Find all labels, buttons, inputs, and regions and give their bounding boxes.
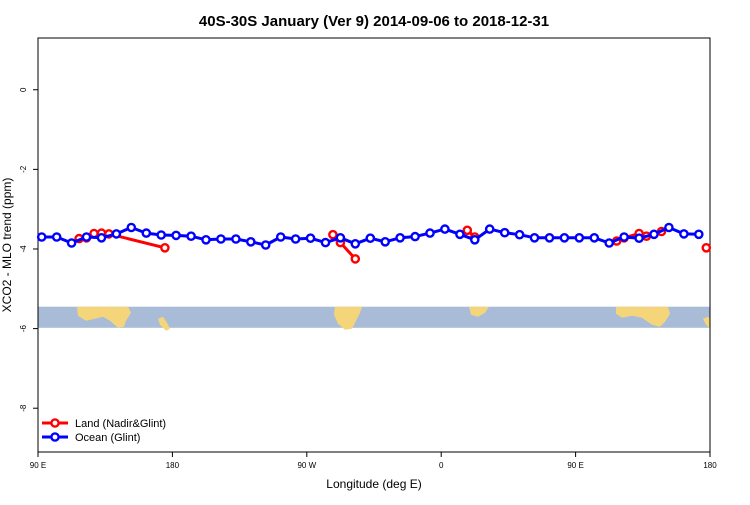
ocean-series-point: [634, 233, 644, 243]
ocean-series-point: [51, 232, 62, 242]
ocean-series-point: [395, 232, 405, 243]
y-axis-label: XCO2 - MLO trend (ppm): [0, 178, 14, 313]
ocean-series-point: [604, 238, 615, 248]
ocean-series-point: [619, 232, 629, 242]
y-tick-label: -8: [19, 404, 28, 412]
ocean-series-point: [186, 231, 196, 241]
x-tick-label: 180: [703, 461, 717, 470]
x-tick-label: 90 W: [297, 461, 316, 470]
ocean-series-point: [245, 236, 256, 247]
ocean-series-point: [96, 232, 107, 243]
ocean-series-point: [574, 232, 585, 243]
ocean-series-point: [126, 222, 137, 233]
ocean-series-point: [305, 233, 316, 243]
x-tick-label: 0: [439, 461, 444, 470]
ocean-series-point: [649, 229, 659, 240]
ocean-series-point: [66, 238, 77, 248]
ocean-series-point: [290, 234, 301, 244]
ocean-series-point: [484, 224, 495, 234]
map-band: [38, 306, 710, 331]
ocean-series-point: [694, 229, 704, 240]
land-shape: [703, 316, 710, 329]
legend-item-ocean-label: Ocean (Glint): [75, 432, 140, 444]
ocean-series-point: [231, 234, 241, 244]
y-tick-label: -2: [19, 165, 28, 173]
legend: Land (Nadir&Glint) Ocean (Glint): [42, 418, 166, 444]
axes: 90 E 180 90 W 0 90 E 180 0 -2 -4 -6 -8: [19, 37, 717, 470]
chart-title: 40S-30S January (Ver 9) 2014-09-06 to 20…: [199, 13, 549, 30]
ocean-series-point: [275, 232, 286, 242]
ocean-series-point: [350, 238, 361, 249]
ocean-series-point: [320, 237, 331, 248]
ocean-series-point: [455, 229, 465, 240]
y-tick-label: -4: [19, 245, 28, 253]
legend-item-land-marker: [50, 418, 60, 428]
ocean-band: [38, 306, 710, 328]
ocean-series-point: [529, 232, 540, 243]
x-axis-label: Longitude (deg E): [326, 477, 421, 491]
ocean-series-point: [410, 231, 420, 242]
ocean-series-point: [335, 232, 346, 243]
ocean-series-point: [679, 229, 689, 239]
ocean-series-point: [425, 228, 435, 238]
land-series-point: [350, 254, 361, 264]
ocean-series-point: [201, 234, 211, 245]
ocean-series-point: [499, 227, 510, 238]
legend-item-ocean-marker: [50, 432, 60, 442]
ocean-series-point: [171, 230, 181, 241]
ocean-series-point: [365, 233, 376, 243]
ocean-series-point: [111, 229, 122, 239]
ocean-series-point: [36, 232, 47, 242]
land-shape: [616, 306, 670, 327]
land-shape: [158, 316, 170, 331]
x-tick-label: 90 E: [30, 461, 46, 470]
land-series-point: [160, 242, 170, 253]
ocean-series-point: [156, 230, 166, 240]
x-tick-label: 90 E: [567, 461, 583, 470]
x-tick-label: 180: [166, 461, 180, 470]
land-series-point: [328, 229, 338, 240]
land-series-point: [701, 242, 712, 253]
ocean-series-point: [81, 232, 92, 242]
ocean-series-point: [589, 232, 600, 243]
y-tick-label: -6: [19, 324, 28, 332]
land-series-point: [462, 225, 473, 236]
ocean-series-point: [544, 232, 555, 243]
ocean-series-point: [260, 240, 271, 250]
ocean-series-point: [380, 236, 391, 247]
ocean-series-point: [216, 234, 226, 244]
ocean-series-point: [440, 224, 450, 234]
land-shape: [77, 306, 131, 328]
land-shape: [334, 306, 362, 330]
legend-item-land-label: Land (Nadir&Glint): [75, 418, 166, 430]
series-layer: [36, 222, 712, 264]
land-shape: [469, 306, 489, 317]
y-tick-label: 0: [19, 87, 28, 92]
ocean-series-point: [514, 229, 525, 240]
ocean-series-point: [141, 228, 152, 238]
ocean-series-point: [664, 222, 674, 233]
ocean-series-point: [469, 234, 480, 245]
ocean-series-point: [559, 232, 570, 243]
